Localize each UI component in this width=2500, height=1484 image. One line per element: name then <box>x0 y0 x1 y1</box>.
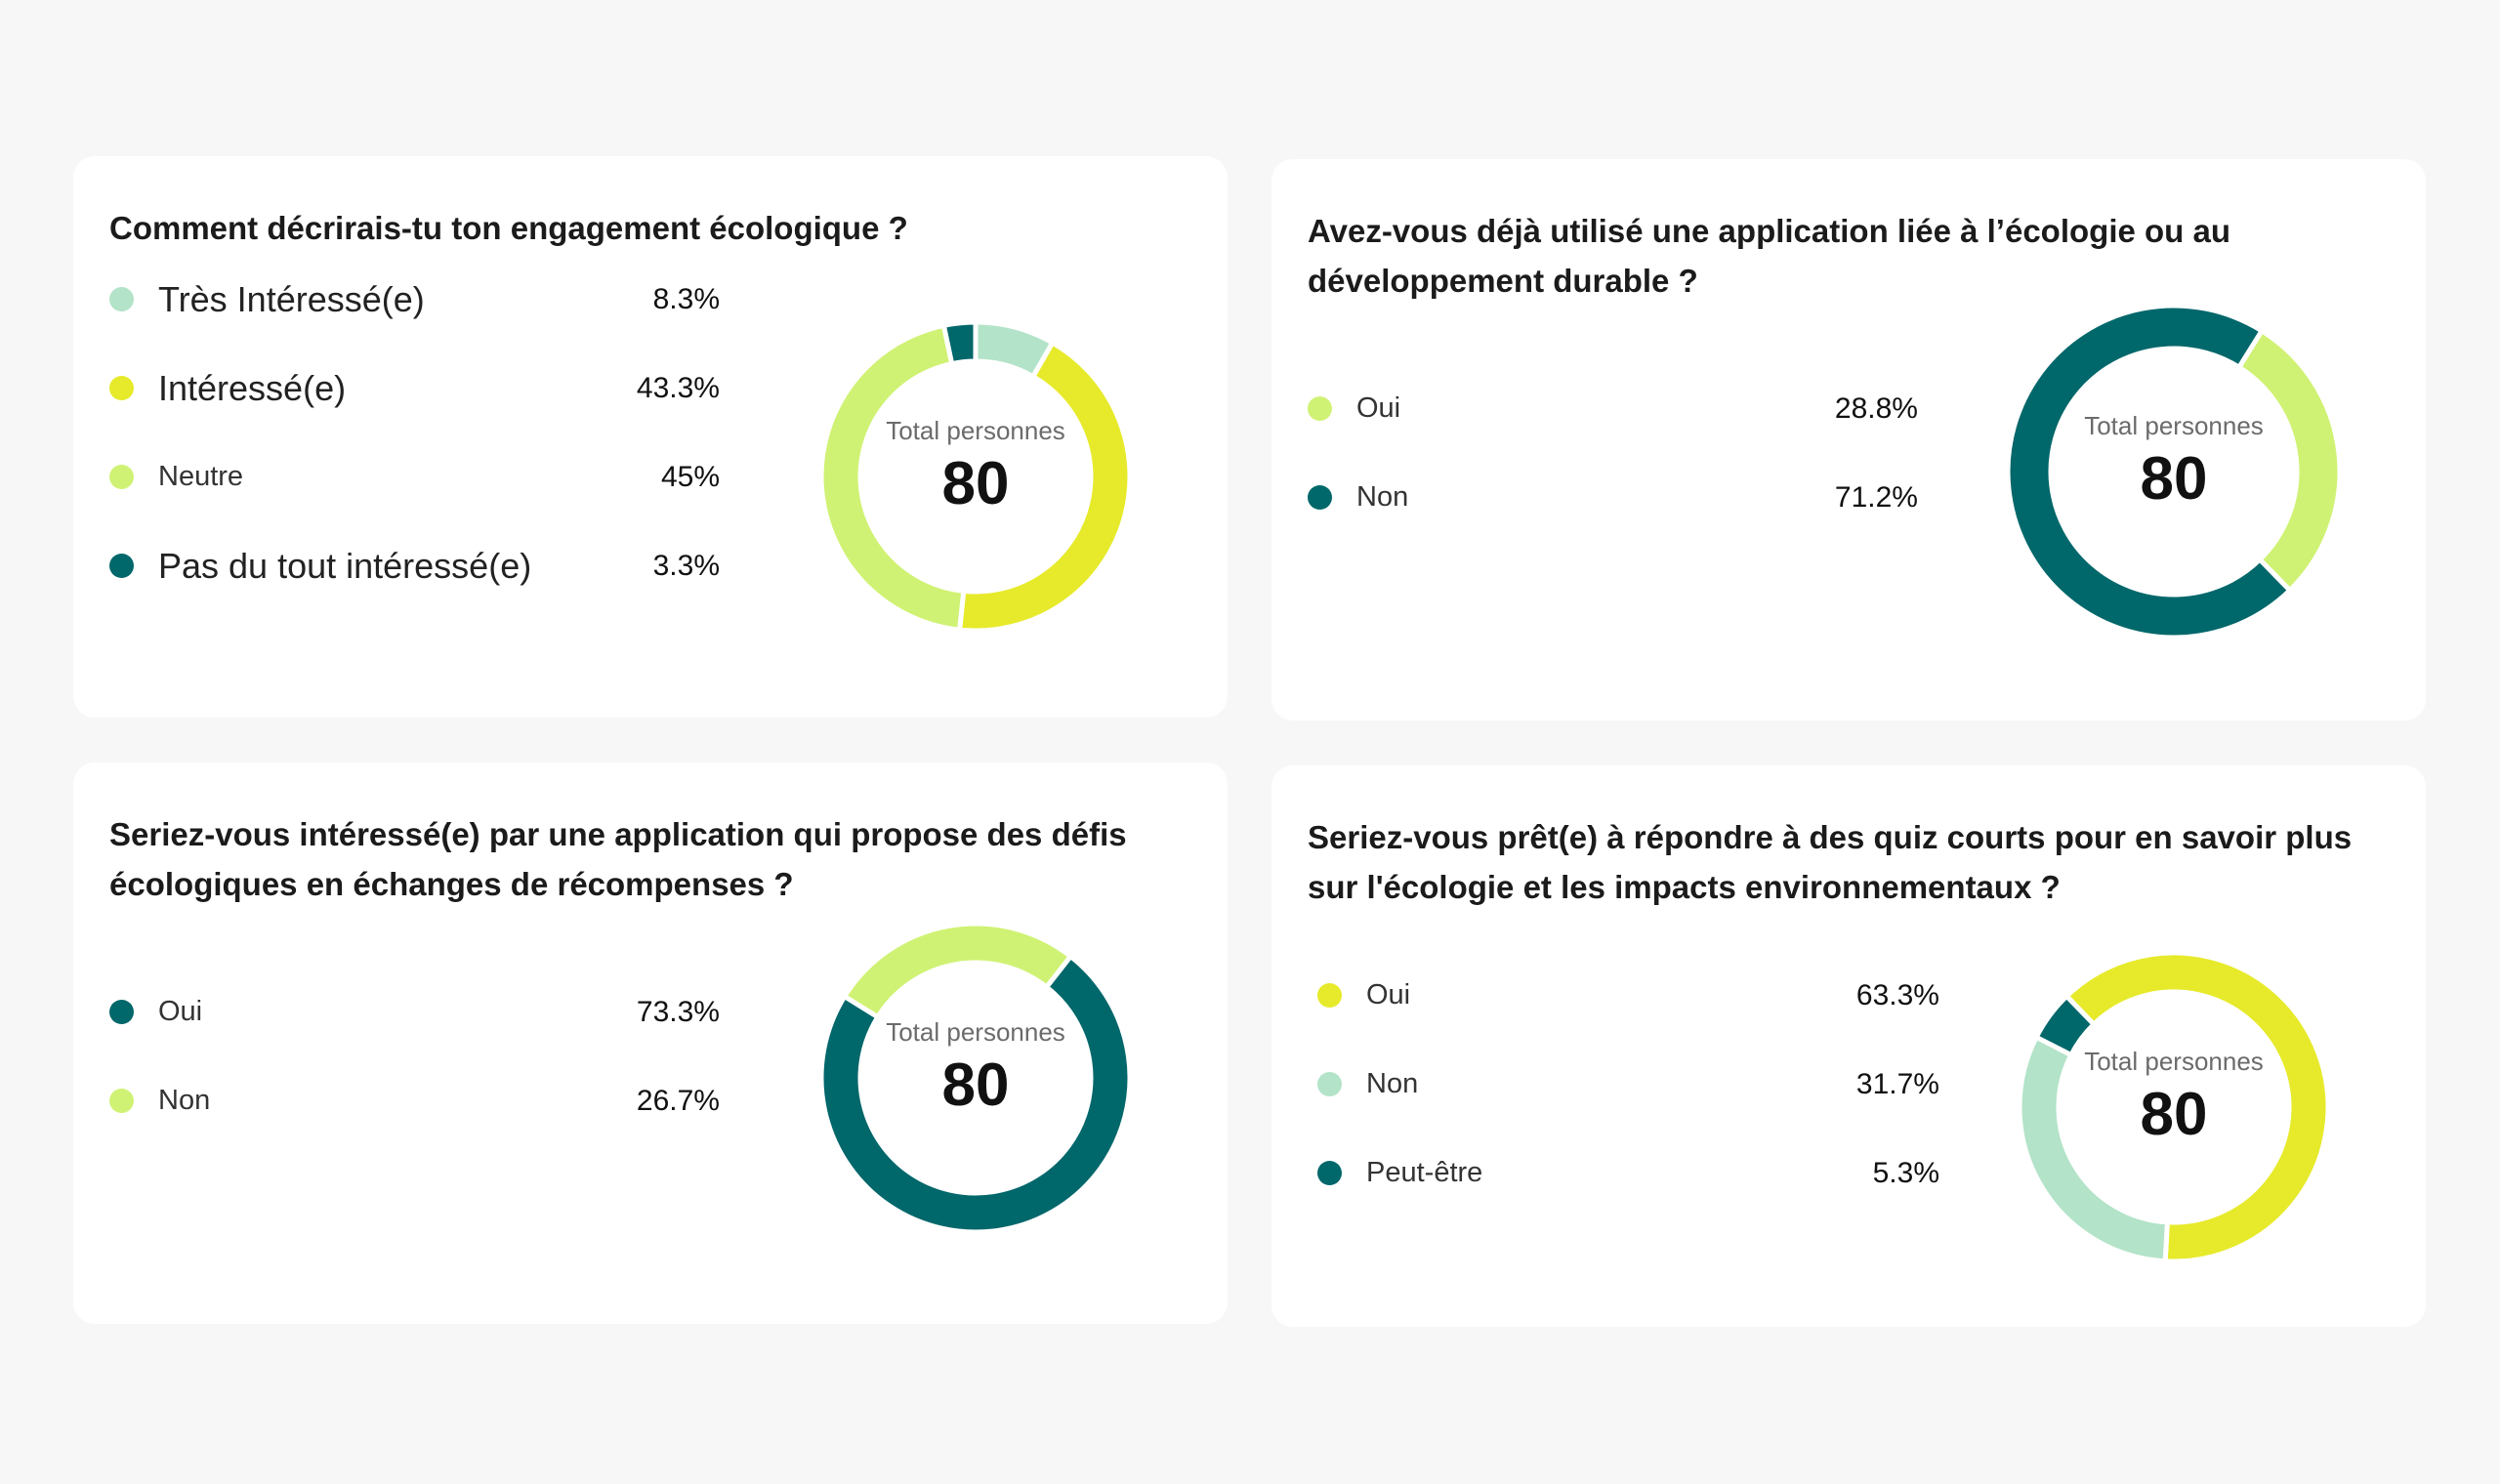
legend-value: 45% <box>660 460 720 493</box>
chart-legend: Oui 73.3% Non 26.7% <box>109 968 720 1145</box>
legend-swatch <box>109 376 134 400</box>
legend-swatch <box>1317 1161 1342 1185</box>
question-title: Seriez-vous intéressé(e) par une applica… <box>109 816 1127 902</box>
donut-slice <box>841 922 1074 1021</box>
legend-item: Oui 73.3% <box>109 968 720 1056</box>
legend-label: Peut-être <box>1366 1157 1483 1188</box>
donut-center-label: Total personnes <box>886 1017 1065 1047</box>
legend-label: Non <box>1366 1068 1419 1099</box>
donut-chart: Total personnes 80 <box>819 320 1132 633</box>
donut-slice <box>2235 327 2340 595</box>
legend-value: 28.8% <box>1834 392 1918 425</box>
legend-label: Très Intéressé(e) <box>158 278 425 319</box>
legend-label: Oui <box>1366 979 1411 1010</box>
legend-value: 43.3% <box>636 371 720 404</box>
legend-item: Oui 63.3% <box>1317 951 1939 1040</box>
question-title: Avez-vous déjà utilisé une application l… <box>1308 213 2231 299</box>
legend-swatch <box>1317 1072 1342 1096</box>
donut-center-value: 80 <box>942 1051 1010 1119</box>
donut-center-label: Total personnes <box>886 416 1065 445</box>
legend-swatch <box>109 1000 134 1024</box>
legend-label: Intéressé(e) <box>158 367 347 408</box>
legend-item: Oui 28.8% <box>1308 364 1918 453</box>
chart-legend: Oui 28.8% Non 71.2% <box>1308 364 1918 542</box>
legend-item: Non 26.7% <box>109 1056 720 1145</box>
donut-center-label: Total personnes <box>2084 1047 2264 1076</box>
donut-slice <box>2032 992 2098 1058</box>
survey-card-challenges: Seriez-vous intéressé(e) par une applica… <box>73 763 1228 1324</box>
donut-slice <box>956 339 1132 633</box>
legend-label: Oui <box>1356 392 1401 424</box>
donut-slice <box>819 952 1132 1234</box>
donut-slice <box>819 322 967 633</box>
donut-slice <box>2062 951 2330 1263</box>
donut-slice <box>940 320 979 367</box>
legend-value: 26.7% <box>636 1084 720 1117</box>
legend-swatch <box>109 1089 134 1113</box>
legend-label: Pas du tout intéressé(e) <box>158 545 532 586</box>
legend-value: 73.3% <box>636 995 720 1028</box>
survey-card-quiz: Seriez-vous prêt(e) à répondre à des qui… <box>1271 765 2426 1327</box>
legend-value: 71.2% <box>1834 480 1918 514</box>
legend-item: Pas du tout intéressé(e) 3.3% <box>109 521 720 610</box>
legend-label: Oui <box>158 996 203 1027</box>
legend-value: 63.3% <box>1855 978 1939 1011</box>
legend-item: Très Intéressé(e) 8.3% <box>109 255 720 344</box>
donut-slice <box>2008 306 2294 638</box>
donut-center-value: 80 <box>2141 1081 2208 1148</box>
legend-swatch <box>109 287 134 311</box>
legend-swatch <box>1308 485 1332 510</box>
legend-item: Non 71.2% <box>1308 453 1918 542</box>
legend-item: Non 31.7% <box>1317 1040 1939 1129</box>
legend-label: Neutre <box>158 461 244 492</box>
survey-card-app-usage: Avez-vous déjà utilisé une application l… <box>1271 159 2426 721</box>
legend-value: 5.3% <box>1872 1156 1939 1189</box>
chart-legend: Très Intéressé(e) 8.3% Intéressé(e) 43.3… <box>109 255 720 610</box>
donut-center-label: Total personnes <box>2084 411 2264 440</box>
legend-label: Non <box>1356 481 1409 513</box>
legend-swatch <box>109 554 134 578</box>
legend-item: Intéressé(e) 43.3% <box>109 344 720 433</box>
legend-value: 3.3% <box>652 549 720 582</box>
question-title: Comment décrirais-tu ton engagement écol… <box>109 210 908 246</box>
donut-center-value: 80 <box>2141 445 2208 513</box>
legend-label: Non <box>158 1085 211 1116</box>
donut-chart: Total personnes 80 <box>819 922 1132 1234</box>
donut-chart: Total personnes 80 <box>2018 951 2330 1263</box>
donut-chart: Total personnes 80 <box>2008 306 2340 638</box>
legend-value: 8.3% <box>652 282 720 315</box>
survey-card-engagement: Comment décrirais-tu ton engagement écol… <box>73 156 1228 718</box>
legend-swatch <box>1317 983 1342 1008</box>
donut-center-value: 80 <box>942 450 1010 517</box>
chart-legend: Oui 63.3% Non 31.7% Peut-être 5.3% <box>1317 951 1939 1217</box>
legend-swatch <box>1308 396 1332 421</box>
legend-value: 31.7% <box>1855 1067 1939 1100</box>
question-title: Seriez-vous prêt(e) à répondre à des qui… <box>1308 819 2353 905</box>
legend-swatch <box>109 465 134 489</box>
legend-item: Peut-être 5.3% <box>1317 1129 1939 1217</box>
legend-item: Neutre 45% <box>109 433 720 521</box>
